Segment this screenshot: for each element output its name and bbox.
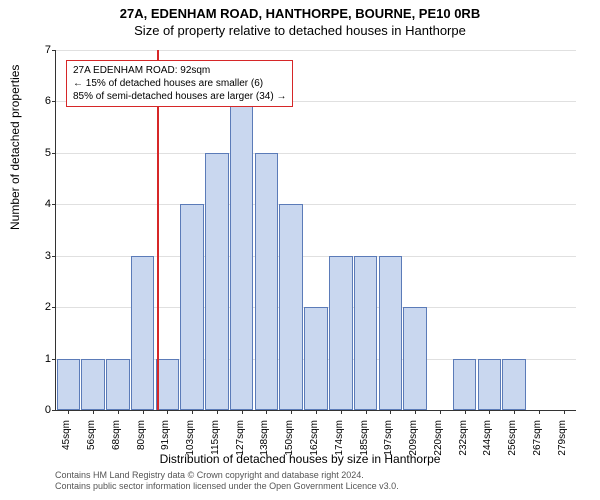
gridline (56, 153, 576, 154)
footer-line-1: Contains HM Land Registry data © Crown c… (55, 470, 575, 481)
annotation-line-1: 27A EDENHAM ROAD: 92sqm (73, 64, 286, 77)
histogram-bar (453, 359, 477, 410)
xtick-label: 127sqm (235, 420, 246, 456)
footer-line-2: Contains public sector information licen… (55, 481, 575, 492)
histogram-bar (230, 101, 254, 410)
ytick-mark (52, 307, 56, 308)
footer-attribution: Contains HM Land Registry data © Crown c… (55, 470, 575, 492)
xtick-mark (192, 410, 193, 414)
histogram-bar (478, 359, 502, 410)
histogram-bar (379, 256, 403, 410)
ytick-label: 2 (36, 301, 51, 313)
xtick-mark (93, 410, 94, 414)
ytick-mark (52, 101, 56, 102)
ytick-mark (52, 410, 56, 411)
xtick-label: 91sqm (160, 420, 171, 450)
xtick-label: 185sqm (359, 420, 370, 456)
xtick-label: 162sqm (309, 420, 320, 456)
xtick-label: 220sqm (433, 420, 444, 456)
xtick-mark (167, 410, 168, 414)
ytick-mark (52, 204, 56, 205)
ytick-label: 0 (36, 404, 51, 416)
xtick-mark (390, 410, 391, 414)
property-annotation-box: 27A EDENHAM ROAD: 92sqm ← 15% of detache… (66, 60, 293, 107)
y-axis-label: Number of detached properties (8, 65, 22, 230)
annotation-line-2: ← 15% of detached houses are smaller (6) (73, 77, 286, 90)
page-title-desc: Size of property relative to detached ho… (0, 21, 600, 42)
xtick-label: 244sqm (482, 420, 493, 456)
xtick-label: 68sqm (111, 420, 122, 450)
xtick-mark (242, 410, 243, 414)
page-title-address: 27A, EDENHAM ROAD, HANTHORPE, BOURNE, PE… (0, 0, 600, 21)
xtick-label: 80sqm (136, 420, 147, 450)
ytick-label: 3 (36, 250, 51, 262)
xtick-label: 209sqm (408, 420, 419, 456)
xtick-mark (316, 410, 317, 414)
xtick-mark (143, 410, 144, 414)
ytick-mark (52, 153, 56, 154)
annotation-line-3: 85% of semi-detached houses are larger (… (73, 90, 286, 103)
histogram-bar (106, 359, 130, 410)
xtick-mark (440, 410, 441, 414)
histogram-bar (502, 359, 526, 410)
histogram-bar (131, 256, 155, 410)
xtick-label: 256sqm (507, 420, 518, 456)
xtick-mark (366, 410, 367, 414)
xtick-mark (118, 410, 119, 414)
histogram-bar (329, 256, 353, 410)
ytick-mark (52, 359, 56, 360)
histogram-bar (205, 153, 229, 410)
ytick-label: 4 (36, 198, 51, 210)
xtick-mark (489, 410, 490, 414)
ytick-label: 6 (36, 95, 51, 107)
x-axis-label: Distribution of detached houses by size … (0, 452, 600, 466)
xtick-mark (539, 410, 540, 414)
gridline (56, 204, 576, 205)
xtick-label: 174sqm (334, 420, 345, 456)
histogram-plot: 0123456745sqm56sqm68sqm80sqm91sqm103sqm1… (55, 50, 576, 411)
xtick-label: 197sqm (383, 420, 394, 456)
ytick-label: 1 (36, 353, 51, 365)
xtick-label: 279sqm (557, 420, 568, 456)
xtick-label: 103sqm (185, 420, 196, 456)
xtick-mark (291, 410, 292, 414)
histogram-bar (156, 359, 180, 410)
xtick-mark (266, 410, 267, 414)
ytick-label: 7 (36, 44, 51, 56)
xtick-mark (514, 410, 515, 414)
histogram-bar (304, 307, 328, 410)
xtick-mark (465, 410, 466, 414)
histogram-bar (57, 359, 81, 410)
histogram-bar (81, 359, 105, 410)
gridline (56, 50, 576, 51)
xtick-label: 138sqm (259, 420, 270, 456)
histogram-bar (255, 153, 279, 410)
xtick-label: 150sqm (284, 420, 295, 456)
xtick-mark (415, 410, 416, 414)
xtick-label: 56sqm (86, 420, 97, 450)
xtick-label: 232sqm (458, 420, 469, 456)
histogram-bar (403, 307, 427, 410)
histogram-bar (180, 204, 204, 410)
xtick-mark (68, 410, 69, 414)
ytick-label: 5 (36, 147, 51, 159)
xtick-label: 45sqm (61, 420, 72, 450)
histogram-bar (279, 204, 303, 410)
xtick-label: 115sqm (210, 420, 221, 455)
xtick-mark (564, 410, 565, 414)
xtick-mark (217, 410, 218, 414)
histogram-bar (354, 256, 378, 410)
xtick-mark (341, 410, 342, 414)
ytick-mark (52, 256, 56, 257)
ytick-mark (52, 50, 56, 51)
xtick-label: 267sqm (532, 420, 543, 456)
